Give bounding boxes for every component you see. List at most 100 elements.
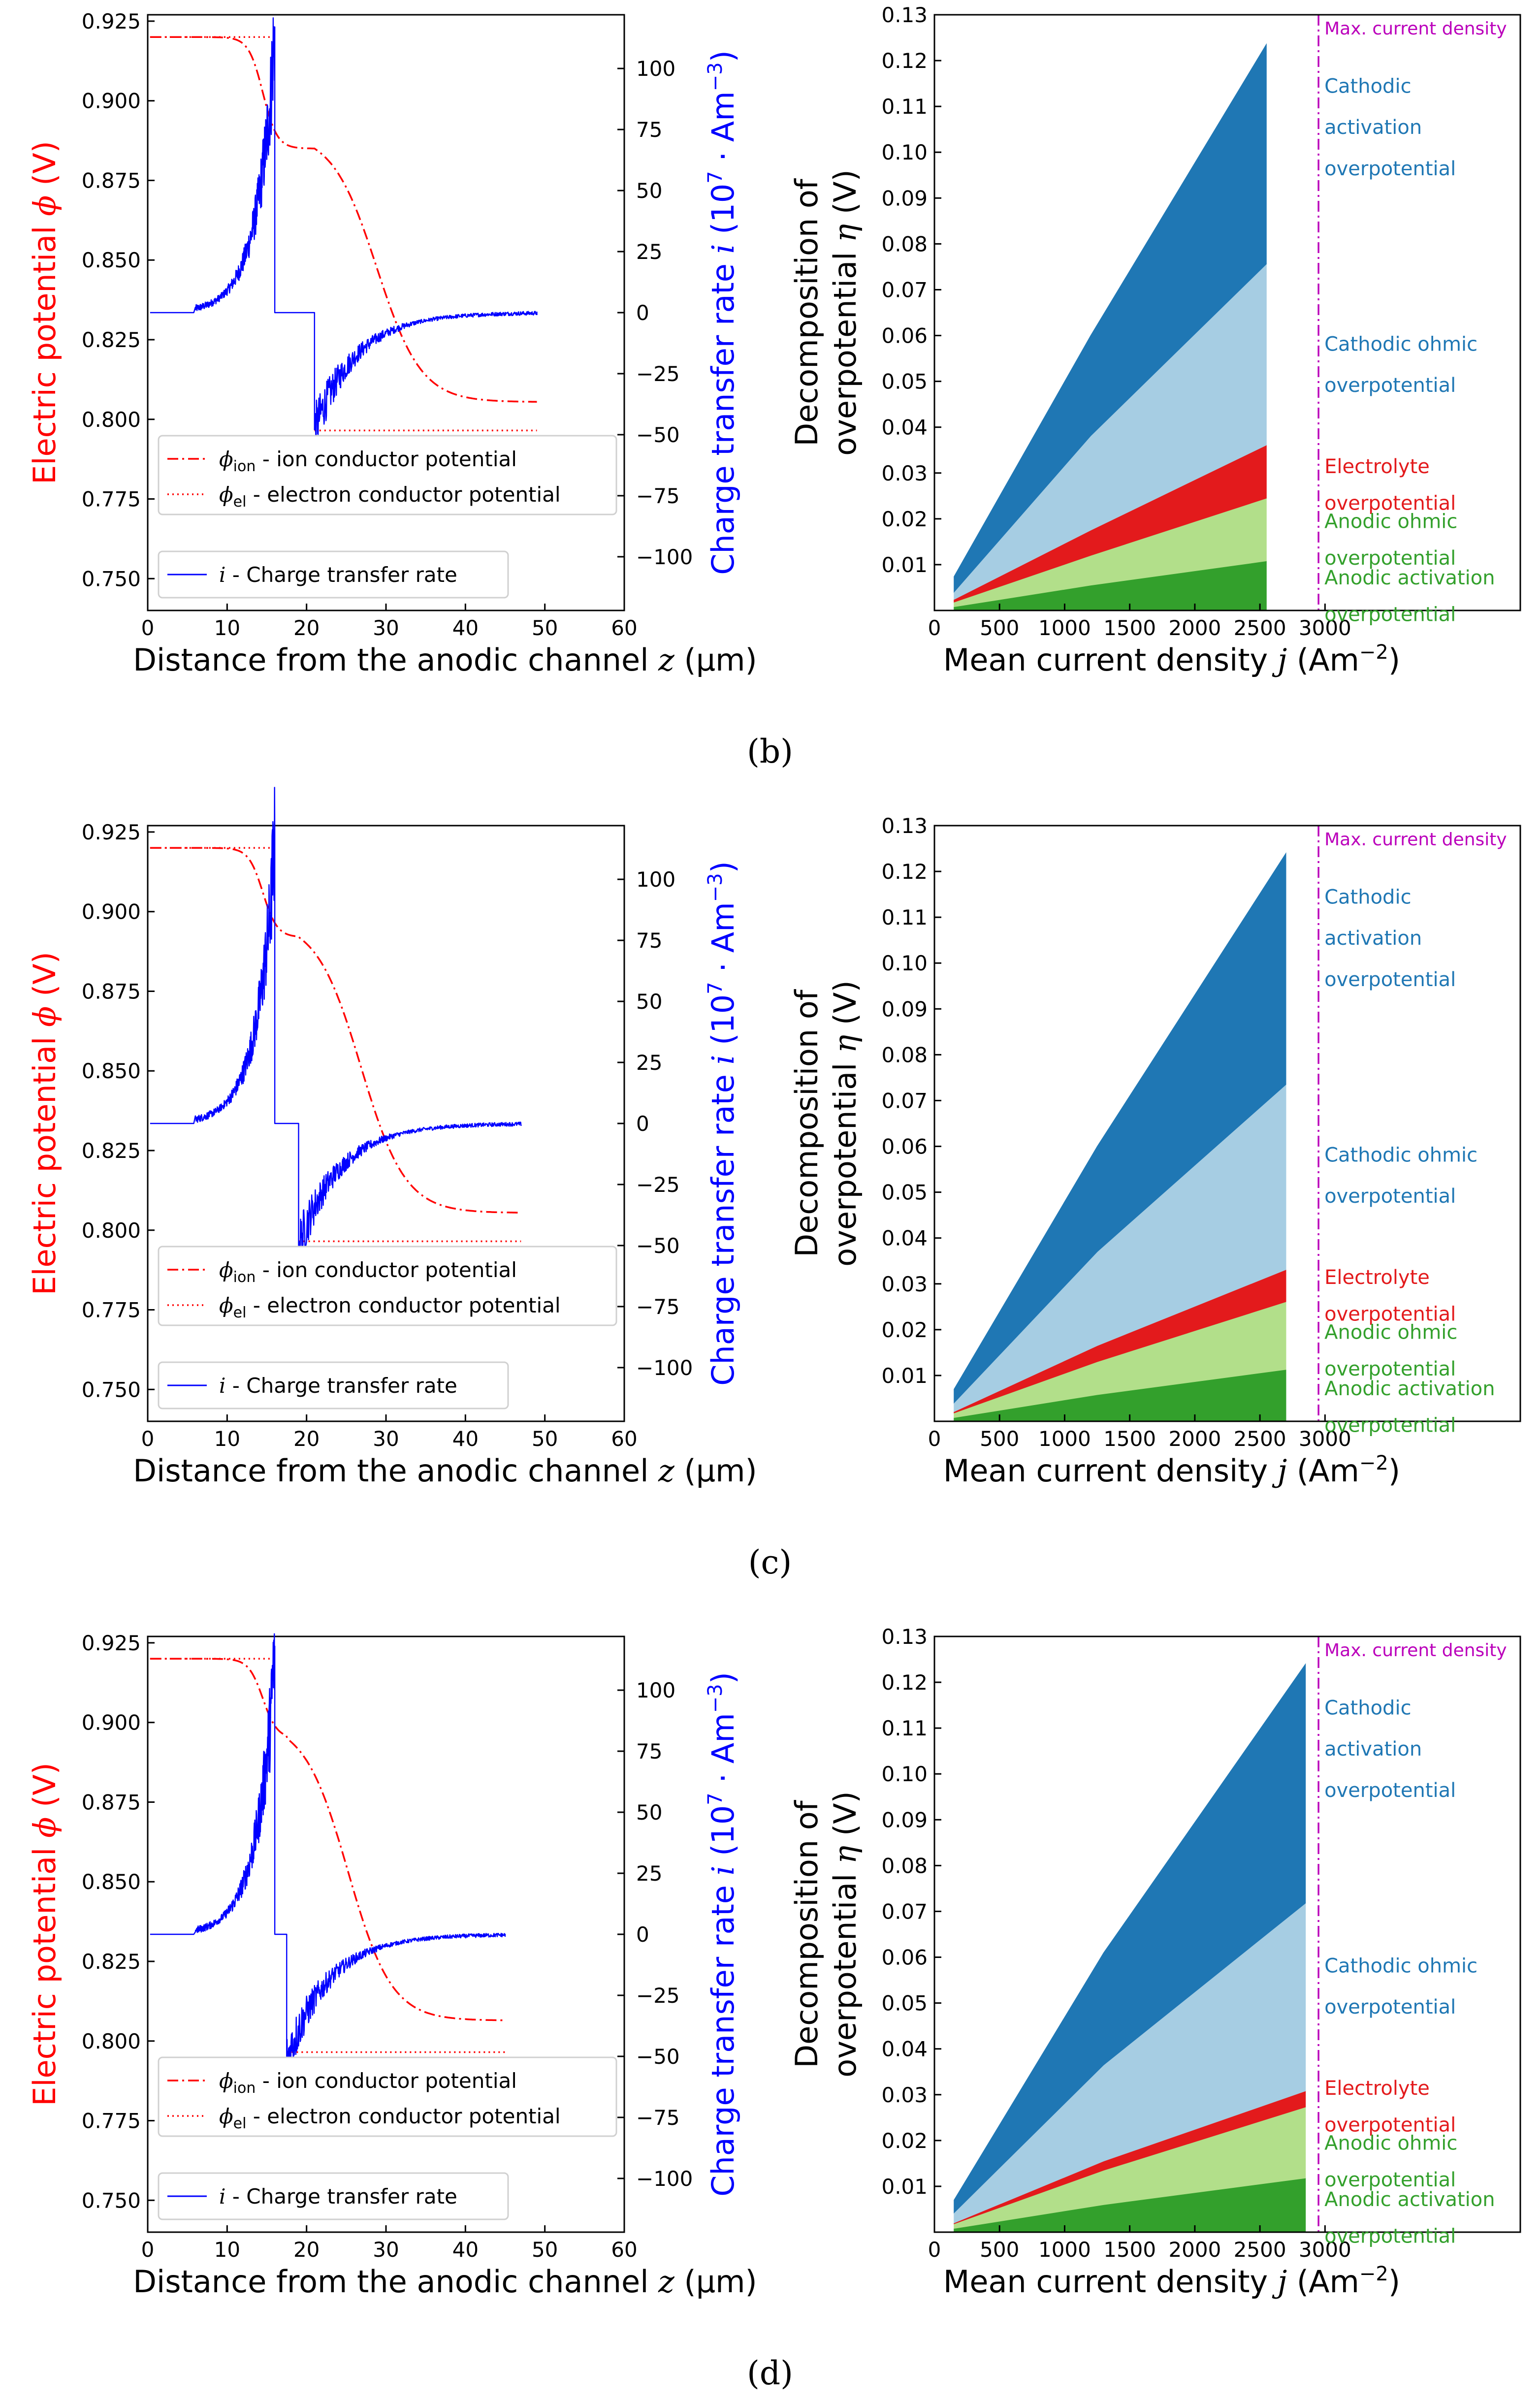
legend-el-var: ϕ xyxy=(219,2104,233,2128)
y-tick-label: 0.02 xyxy=(881,2129,928,2153)
y-right-tick-label: 25 xyxy=(636,1051,662,1075)
y-left-label-var: ϕ xyxy=(27,1817,63,1838)
series-label: activation xyxy=(1324,116,1422,139)
y-left-tick-label: 0.925 xyxy=(82,820,141,844)
caption-c: (c) xyxy=(748,1543,792,1581)
area-cathodic-activation xyxy=(954,1663,1306,2214)
y-left-tick-label: 0.750 xyxy=(82,567,141,591)
x-tick-label: 500 xyxy=(980,1427,1019,1451)
legend-ion-sub: ion xyxy=(233,2080,256,2097)
y-right-tick-label: −25 xyxy=(636,1173,680,1197)
x-tick-label: 40 xyxy=(452,1427,479,1451)
y-tick-label: 0.07 xyxy=(881,278,928,302)
y-axis-label-line1: Decomposition of xyxy=(789,178,825,447)
y-axis-label-var: η xyxy=(827,1846,863,1864)
y-tick-label: 0.04 xyxy=(881,416,928,440)
y-tick-label: 0.07 xyxy=(881,1899,928,1923)
legend-potentials-box xyxy=(158,2056,617,2137)
x-axis-label-text: Distance from the anodic channel xyxy=(133,1453,658,1489)
y-tick-label: 0.04 xyxy=(881,2037,928,2061)
y-left-tick-label: 0.850 xyxy=(82,1870,141,1894)
series-label: activation xyxy=(1324,1738,1422,1761)
y-right-label-exp2: −3 xyxy=(704,62,727,91)
series-label: Anodic activation xyxy=(1324,567,1495,589)
ion-potential-line xyxy=(150,1658,505,2021)
legend-rate-label: i - Charge transfer rate xyxy=(219,2184,457,2209)
y-right-tick-label: −50 xyxy=(636,2045,680,2069)
y-tick-label: 0.06 xyxy=(881,324,928,348)
plot-frame xyxy=(147,14,625,611)
x-axis-label-text: Distance from the anodic channel xyxy=(133,2264,658,2300)
y-right-tick-label: 0 xyxy=(636,1922,649,1947)
y-right-tick-label: 50 xyxy=(636,179,662,203)
x-axis-label-var: z xyxy=(658,2264,674,2300)
x-tick-label: 3000 xyxy=(1299,1427,1351,1451)
y-axis-label-unit: (V) xyxy=(827,169,863,224)
legend-ion-sub: ion xyxy=(233,458,256,475)
y-right-tick-label: 75 xyxy=(636,118,662,142)
ion-potential-line xyxy=(150,36,537,403)
legend-ion-text: - ion conductor potential xyxy=(256,1258,517,1282)
x-tick-label: 40 xyxy=(452,616,479,640)
x-tick-label: 3000 xyxy=(1299,2238,1351,2262)
y-tick-label: 0.05 xyxy=(881,1991,928,2016)
y-right-label-var: i xyxy=(705,1055,741,1065)
y-axis-label-line2: overpotential η (V) xyxy=(827,980,863,1266)
y-tick-label: 0.12 xyxy=(881,860,928,884)
y-left-tick-label: 0.900 xyxy=(82,89,141,113)
y-right-label-unit2: · Am xyxy=(705,91,741,171)
area-cathodic-activation xyxy=(954,43,1267,593)
x-tick-label: 60 xyxy=(611,1427,637,1451)
y-axis-label-var: η xyxy=(827,224,863,242)
y-right-tick-label: 50 xyxy=(636,990,662,1014)
x-tick-label: 20 xyxy=(293,1427,320,1451)
y-right-tick-label: −100 xyxy=(636,1356,693,1380)
x-tick-label: 0 xyxy=(928,616,941,640)
series-label: Cathodic xyxy=(1324,1697,1411,1719)
y-right-axis-label: Charge transfer rate i (107 · Am−3) xyxy=(704,861,741,1386)
y-left-label-text: Electric potential xyxy=(27,216,63,484)
series-label: overpotential xyxy=(1324,603,1456,626)
y-left-tick-label: 0.800 xyxy=(82,2029,141,2053)
y-right-tick-label: −50 xyxy=(636,423,680,447)
y-left-tick-label: 0.875 xyxy=(82,1790,141,1814)
y-left-label-unit: (V) xyxy=(27,1762,63,1817)
series-label: Anodic ohmic xyxy=(1324,1321,1457,1344)
y-axis-label-unit: (V) xyxy=(827,980,863,1035)
y-tick-label: 0.08 xyxy=(881,1854,928,1878)
y-left-label-var: ϕ xyxy=(27,1006,63,1027)
legend-el-text: - electron conductor potential xyxy=(246,1293,560,1317)
series-label: overpotential xyxy=(1324,492,1456,514)
y-right-tick-label: −100 xyxy=(636,2167,693,2191)
x-axis-label-unit2: ) xyxy=(1388,642,1400,678)
y-tick-label: 0.05 xyxy=(881,370,928,394)
series-label: overpotential xyxy=(1324,968,1456,991)
series-label: Anodic ohmic xyxy=(1324,511,1457,533)
legend-ion-label: ϕion - ion conductor potential xyxy=(219,447,517,475)
y-tick-label: 0.13 xyxy=(881,1625,928,1649)
x-tick-label: 30 xyxy=(373,616,399,640)
y-tick-label: 0.06 xyxy=(881,1135,928,1159)
x-tick-label: 1000 xyxy=(1038,2238,1091,2262)
x-tick-label: 20 xyxy=(293,616,320,640)
y-tick-label: 0.11 xyxy=(881,95,928,119)
potential-chart-1: 0 10 20 30 40 50 60 0.750 0.775 0.800 0.825 0.850 0.… xyxy=(27,787,757,1489)
legend-potentials-box xyxy=(158,1246,617,1326)
legend-el-label: ϕel - electron conductor potential xyxy=(219,1293,561,1321)
y-tick-label: 0.08 xyxy=(881,232,928,256)
y-tick-label: 0.13 xyxy=(881,814,928,838)
y-axis-label-text: overpotential xyxy=(827,1053,863,1267)
series-label: Anodic ohmic xyxy=(1324,2132,1457,2155)
legend-rate-text: - Charge transfer rate xyxy=(225,1374,457,1398)
legend-el-label: ϕel - electron conductor potential xyxy=(219,482,561,511)
x-tick-label: 30 xyxy=(373,1427,399,1451)
x-axis-label-unit: (μm) xyxy=(674,2264,757,2300)
legend-rate: i - Charge transfer rate xyxy=(158,550,509,599)
y-right-label-exp2: −3 xyxy=(704,1684,727,1713)
series-label: Anodic activation xyxy=(1324,2188,1495,2211)
y-right-tick-label: 75 xyxy=(636,1739,662,1763)
x-axis-label-exp: −2 xyxy=(1359,2263,1388,2285)
y-left-tick-label: 0.850 xyxy=(82,248,141,272)
potential-chart-0: 0 10 20 30 40 50 60 0.750 0.775 0.800 0.825 0.850 0.… xyxy=(27,9,757,678)
